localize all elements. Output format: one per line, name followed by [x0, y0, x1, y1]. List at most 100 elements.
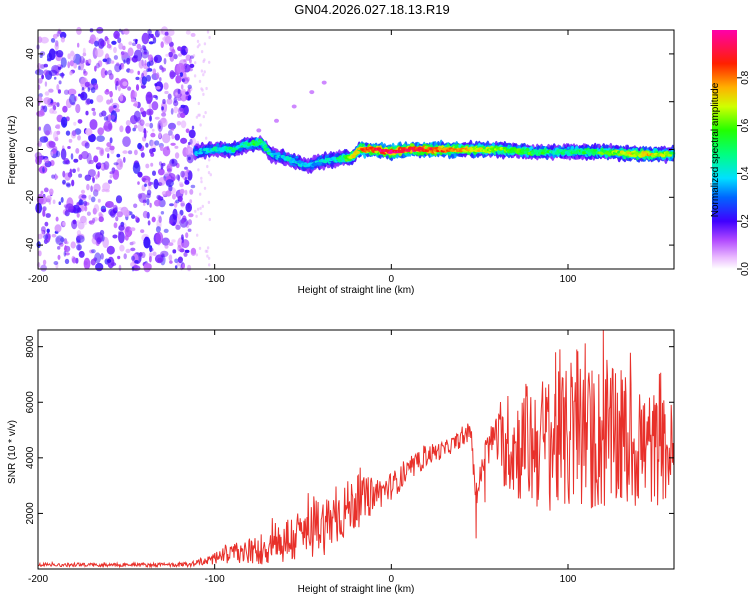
noise-speckle	[132, 127, 136, 132]
spectrogram-y-label: Frequency (Hz)	[7, 116, 18, 185]
noise-speckle	[187, 228, 192, 232]
noise-speckle	[168, 51, 173, 58]
colorbar: 0.0 0.2 0.4 0.6 0.8 Normalized spectral ampl…	[710, 30, 750, 276]
noise-speckle	[143, 236, 151, 249]
noise-speckle	[54, 50, 59, 54]
noise-speckle	[195, 253, 198, 257]
noise-speckle	[125, 120, 131, 126]
noise-speckle	[90, 87, 96, 94]
noise-speckle	[138, 192, 147, 203]
noise-speckle	[93, 155, 99, 163]
noise-speckle	[35, 202, 43, 214]
noise-speckle	[173, 100, 179, 107]
noise-speckle	[130, 98, 136, 103]
band-cell	[660, 154, 666, 158]
faint-trace-point	[274, 118, 279, 123]
band-cell	[351, 154, 356, 159]
noise-speckle	[97, 127, 104, 136]
noise-speckle	[189, 137, 197, 147]
noise-speckle	[84, 81, 90, 88]
noise-speckle	[53, 76, 57, 80]
noise-speckle	[96, 146, 101, 150]
noise-speckle	[108, 114, 111, 121]
noise-speckle	[78, 199, 84, 206]
faint-trace-point	[309, 90, 315, 95]
noise-speckle	[186, 153, 194, 164]
noise-speckle	[107, 69, 113, 76]
noise-speckle	[162, 98, 166, 105]
noise-speckle	[40, 190, 44, 195]
noise-speckle	[92, 111, 97, 116]
noise-speckle	[146, 198, 150, 206]
noise-speckle	[83, 257, 91, 270]
noise-speckle	[103, 120, 113, 132]
noise-speckle	[95, 262, 104, 272]
spectrogram-y-tick-label: 20	[25, 96, 36, 108]
noise-speckle	[52, 110, 58, 115]
noise-speckle	[93, 204, 100, 213]
noise-speckle	[202, 92, 205, 96]
noise-speckle	[56, 102, 60, 107]
noise-speckle	[196, 45, 200, 49]
noise-speckle	[42, 207, 46, 212]
noise-speckle	[190, 184, 196, 189]
noise-speckle	[154, 116, 160, 120]
noise-speckle	[143, 262, 151, 273]
noise-speckle	[169, 260, 173, 264]
noise-speckle	[96, 135, 105, 143]
faint-trace-point	[291, 104, 297, 109]
noise-speckle	[119, 244, 125, 252]
noise-speckle	[83, 68, 86, 74]
noise-speckle	[113, 55, 118, 60]
noise-speckle	[172, 193, 176, 200]
noise-speckle	[53, 101, 57, 106]
noise-speckle	[152, 94, 158, 99]
noise-speckle	[208, 217, 211, 222]
noise-speckle	[123, 253, 127, 260]
noise-speckle	[40, 105, 44, 111]
noise-speckle	[155, 86, 161, 90]
noise-speckle	[104, 36, 109, 42]
noise-speckle	[175, 224, 181, 230]
spectrogram-y-tick-label: 0	[25, 146, 36, 152]
noise-speckle	[161, 106, 164, 111]
noise-speckle	[51, 233, 57, 238]
noise-speckle	[69, 71, 73, 76]
snr-y-tick-label: 6000	[25, 391, 36, 414]
band-cell	[243, 141, 249, 145]
noise-speckle	[60, 116, 68, 128]
noise-speckle	[112, 234, 118, 239]
noise-speckle	[63, 250, 67, 257]
noise-speckle	[200, 50, 204, 54]
noise-speckle	[192, 54, 196, 58]
noise-speckle	[197, 101, 200, 106]
noise-speckle	[87, 169, 96, 178]
noise-speckle	[173, 106, 179, 114]
noise-speckle	[164, 31, 169, 36]
noise-speckle	[55, 235, 64, 245]
noise-speckle	[180, 65, 186, 71]
noise-speckle	[64, 172, 71, 181]
noise-speckle	[101, 110, 107, 117]
noise-speckle	[89, 249, 95, 254]
noise-speckle	[67, 88, 77, 96]
noise-speckle	[129, 69, 134, 74]
noise-speckle	[96, 94, 104, 103]
noise-speckle	[80, 189, 86, 194]
noise-speckle	[196, 233, 199, 237]
noise-speckle	[134, 124, 138, 129]
noise-speckle	[121, 63, 125, 70]
noise-speckle	[158, 198, 166, 208]
noise-speckle	[180, 104, 186, 108]
noise-speckle	[95, 174, 98, 180]
noise-speckle	[135, 84, 140, 91]
noise-speckle	[187, 141, 191, 146]
snr-frame	[37, 329, 675, 570]
band-cell	[212, 146, 218, 150]
noise-speckle	[67, 61, 71, 69]
noise-speckle	[50, 151, 54, 157]
noise-speckle	[161, 237, 170, 246]
noise-speckle	[108, 105, 114, 113]
noise-speckle	[168, 219, 174, 225]
noise-speckle	[114, 63, 122, 73]
